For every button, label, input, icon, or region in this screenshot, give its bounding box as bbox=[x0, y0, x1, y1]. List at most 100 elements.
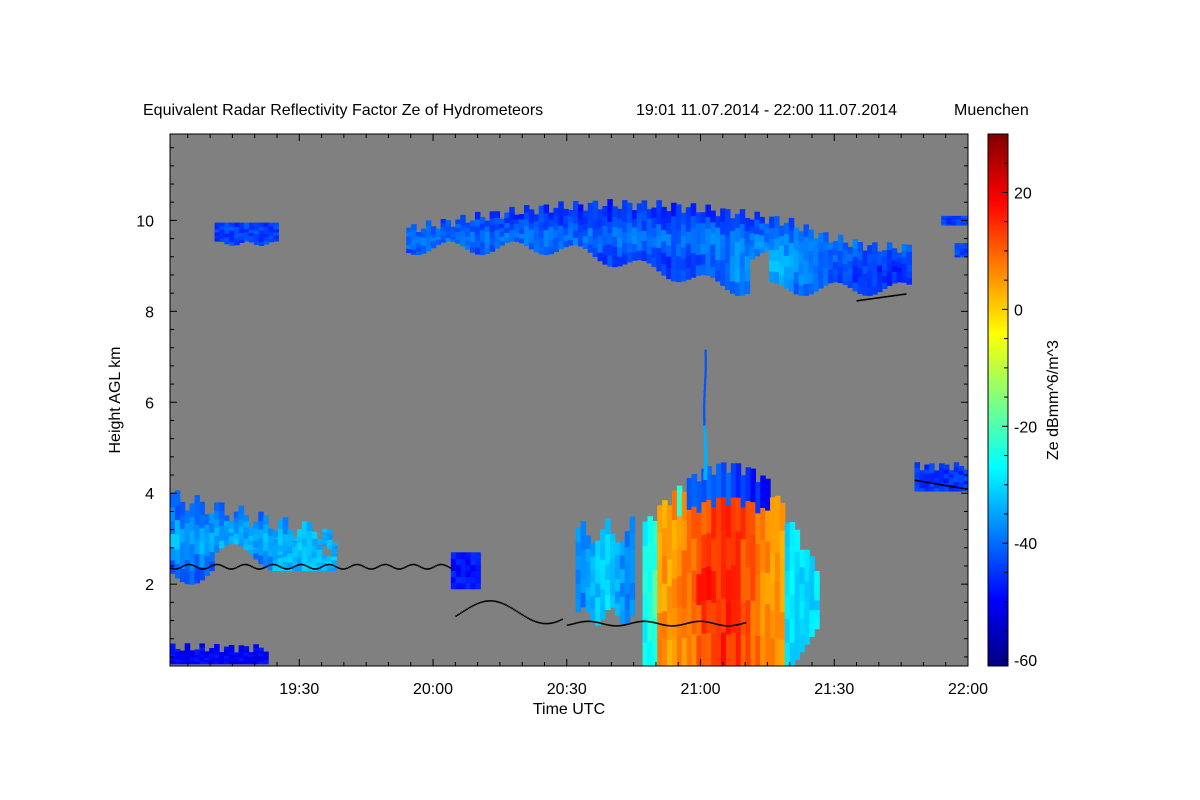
upper-cloud-cell bbox=[474, 232, 481, 241]
cloud-base-dot bbox=[358, 564, 361, 566]
cell-top-column bbox=[704, 349, 707, 358]
cloud-base-dot bbox=[332, 564, 334, 567]
mid-cloud-cell bbox=[953, 471, 960, 478]
cloud-base-dot bbox=[379, 565, 381, 567]
low-cloud-cell bbox=[455, 582, 462, 590]
low-cloud-core-cell bbox=[331, 552, 337, 557]
upper-cloud-cell bbox=[774, 216, 780, 228]
upper-cloud-cell bbox=[685, 219, 692, 232]
convective-cell-cell bbox=[647, 566, 653, 592]
convective-cell-cell bbox=[711, 634, 717, 666]
cloud-base-dot bbox=[285, 568, 288, 570]
upper-fragment-cell bbox=[954, 254, 961, 258]
surface-echo-cell bbox=[194, 656, 201, 660]
low-cloud-cell bbox=[214, 535, 220, 545]
upper-fragment-cell bbox=[941, 221, 947, 225]
upper-cloud-cell bbox=[872, 250, 878, 261]
surface-echo-cell bbox=[204, 653, 210, 657]
convective-cell-cell bbox=[804, 565, 810, 582]
low-cloud-cell bbox=[184, 510, 191, 524]
upper-cloud-cell bbox=[435, 231, 442, 235]
convective-cell-cell bbox=[750, 534, 756, 568]
cloud-base-dot bbox=[951, 485, 954, 488]
upper-fragment-cell bbox=[239, 225, 245, 230]
upper-fragment-cell bbox=[234, 226, 240, 231]
surface-echo-cell bbox=[174, 656, 181, 660]
upper-fragment bbox=[954, 243, 968, 258]
cloud-base-dot bbox=[354, 563, 356, 566]
convective-cell-cell bbox=[657, 505, 663, 533]
convective-cell-cell bbox=[750, 501, 756, 536]
upper-cloud-cell bbox=[852, 247, 859, 257]
cloud-base-dot bbox=[861, 299, 863, 301]
cloud-base-dot bbox=[668, 624, 670, 627]
cloud-base-dot bbox=[474, 604, 476, 606]
cloud-base-dot bbox=[683, 623, 686, 625]
upper-cloud-cell bbox=[430, 233, 437, 238]
cloud-base-dot bbox=[438, 563, 440, 566]
precursor-cell-cell bbox=[619, 582, 626, 597]
cloud-base-dot bbox=[950, 485, 952, 488]
upper-cloud-cell bbox=[558, 225, 564, 234]
precursor-cell-cell bbox=[619, 555, 626, 570]
cloud-base-dot bbox=[579, 621, 581, 624]
cloud-base-dot bbox=[716, 623, 719, 626]
upper-cloud-cell bbox=[739, 209, 746, 225]
x-axis-label: Time UTC bbox=[533, 701, 605, 718]
upper-cloud-cell bbox=[877, 251, 883, 259]
low-cloud-cell bbox=[219, 502, 225, 511]
upper-cloud-cell bbox=[646, 236, 653, 246]
upper-cloud-cell bbox=[710, 210, 716, 223]
upper-cloud-cell bbox=[813, 255, 819, 266]
convective-cell-cell bbox=[691, 474, 698, 507]
mid-cloud-cell bbox=[958, 465, 965, 471]
surface-echo-cell bbox=[243, 646, 250, 650]
low-cloud-core-cell bbox=[287, 556, 293, 560]
low-cloud-core-cell bbox=[272, 539, 279, 545]
precursor-cell-cell bbox=[624, 593, 631, 610]
precursor-cell-cell bbox=[590, 555, 596, 570]
cloud-base-dot bbox=[553, 621, 556, 624]
convective-cell-cell bbox=[706, 566, 712, 600]
convective-cell-cell bbox=[662, 638, 668, 666]
low-cloud-cell bbox=[199, 501, 205, 516]
upper-cloud-cell bbox=[774, 271, 780, 284]
surface-echo-cell bbox=[228, 648, 235, 652]
upper-cloud-cell bbox=[651, 217, 657, 228]
low-cloud-cell bbox=[475, 558, 481, 566]
upper-cloud-cell bbox=[734, 213, 741, 229]
convective-cell bbox=[642, 462, 820, 666]
convective-cell-cell bbox=[681, 607, 688, 638]
precursor-cell-cell bbox=[605, 533, 611, 550]
precursor-cell-cell bbox=[590, 569, 596, 583]
precursor-cell-cell bbox=[629, 566, 636, 584]
upper-fragment-cell bbox=[258, 234, 265, 239]
low-cloud-cell bbox=[223, 539, 230, 546]
low-cloud-cell bbox=[253, 540, 259, 548]
cloud-base-dot bbox=[666, 624, 669, 627]
low-cloud-cell bbox=[238, 532, 245, 540]
upper-cloud-cell bbox=[465, 231, 471, 237]
upper-cloud-cell bbox=[592, 210, 599, 220]
precursor-cell-cell bbox=[585, 586, 591, 600]
cloud-base-dot bbox=[246, 563, 249, 566]
low-cloud-cell bbox=[248, 540, 254, 546]
surface-echo-cell bbox=[238, 660, 245, 665]
upper-cloud-cell bbox=[626, 232, 633, 243]
upper-fragment-cell bbox=[951, 217, 957, 220]
upper-fragment-cell bbox=[959, 252, 966, 256]
cloud-base-dot bbox=[627, 623, 630, 625]
upper-cloud-cell bbox=[739, 252, 746, 268]
low-cloud-cell bbox=[292, 537, 299, 542]
upper-cloud-cell bbox=[406, 244, 412, 249]
upper-fragment-cell bbox=[263, 222, 270, 227]
upper-cloud-cell bbox=[725, 249, 731, 264]
cloud-base-dot bbox=[248, 564, 250, 567]
upper-cloud-cell bbox=[533, 233, 540, 240]
cell-top-column bbox=[704, 369, 707, 378]
upper-cloud-cell bbox=[906, 277, 912, 285]
upper-cloud-cell bbox=[847, 260, 854, 268]
surface-echo-cell bbox=[238, 654, 245, 659]
cell-top-column bbox=[703, 472, 708, 481]
mid-cloud-cell bbox=[924, 468, 930, 474]
